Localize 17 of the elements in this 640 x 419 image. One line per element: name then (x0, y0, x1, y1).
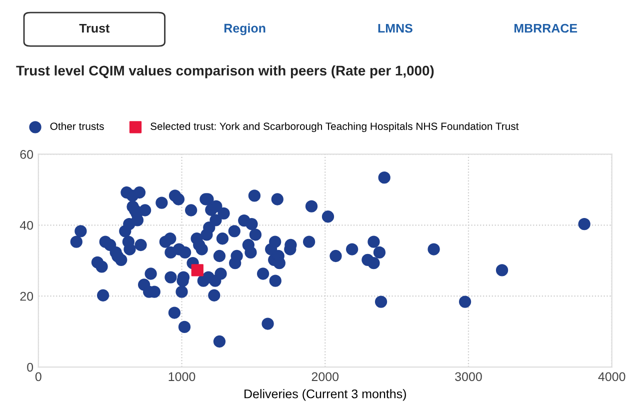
x-tick-label: 2000 (312, 372, 339, 382)
legend-label: Other trusts (50, 122, 104, 130)
x-tick-label: 0 (35, 372, 42, 382)
y-tick-label: 40 (20, 220, 34, 230)
text: Region (224, 23, 266, 36)
y-tick-label: 0 (27, 362, 34, 372)
x-tick-label: 3000 (455, 372, 482, 382)
y-tick-label: 60 (20, 150, 34, 159)
text: LMNS (378, 24, 412, 33)
x-tick-label: 4000 (598, 372, 626, 382)
x-axis-title: Deliveries (Current 3 months) (244, 389, 406, 401)
chart-title: Trust level CQIM values comparison with peers (Rate per 1,000) (16, 65, 434, 78)
legend-label: Selected trust: York and Scarborough Teaching Hospitals NHS Foundation Trust (150, 122, 519, 132)
text: MBRRACE (514, 24, 578, 33)
text: Trust (79, 24, 110, 33)
y-tick-label: 20 (20, 292, 34, 301)
x-tick-label: 1000 (168, 372, 196, 382)
